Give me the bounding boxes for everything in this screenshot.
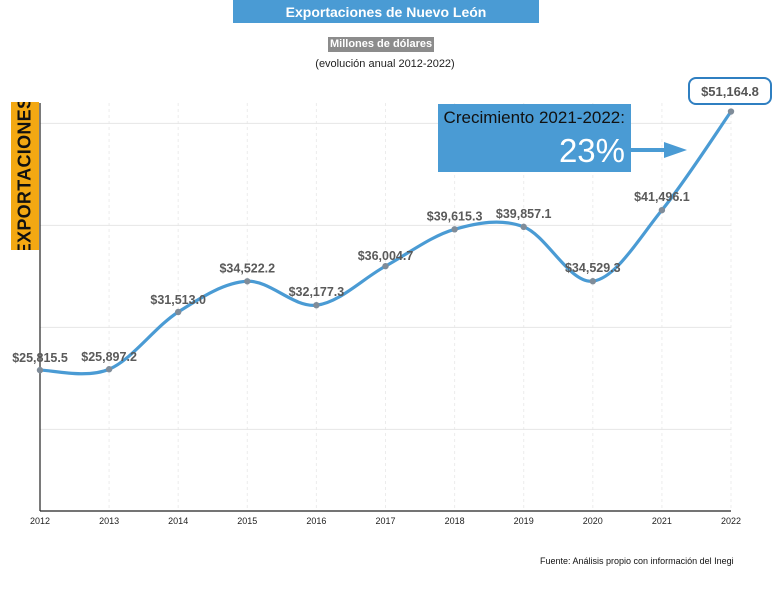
chart-title: Exportaciones de Nuevo León <box>233 0 539 23</box>
data-point-2018 <box>451 226 458 233</box>
growth-value: 23% <box>558 132 625 169</box>
data-point-2021 <box>658 206 666 214</box>
data-point-2012 <box>36 366 44 374</box>
series-line-path <box>38 109 733 376</box>
data-label-2012: $25,815.5 <box>12 351 68 365</box>
data-point-2019 <box>520 223 527 231</box>
x-tick-label-2015: 2015 <box>237 516 257 526</box>
chart-subtitle: Millones de dólares <box>328 37 435 52</box>
y-axis-label-box: EXPORTACIONES <box>11 102 39 250</box>
x-tick-label-2012: 2012 <box>30 516 50 526</box>
x-tick-labels: 2012 2013 2014 2015 2016 2017 2018 2019 2020 2021… <box>30 516 741 526</box>
data-point-2022 <box>727 108 735 115</box>
source-note: Fuente: Análisis propio con información … <box>540 556 734 566</box>
data-label-2013: $25,897.2 <box>81 350 137 364</box>
chart-caption: (evolución anual 2012-2022) <box>315 58 455 70</box>
data-point-2015 <box>244 278 251 285</box>
data-label-2019: $39,857.1 <box>496 207 552 221</box>
x-tick-label-2018: 2018 <box>445 516 465 526</box>
data-point-2017 <box>382 262 389 270</box>
x-tick-label-2020: 2020 <box>583 516 603 526</box>
x-tick-label-2022: 2022 <box>721 516 741 526</box>
data-label-2018: $39,615.3 <box>427 209 483 223</box>
growth-arrow <box>631 142 687 158</box>
grid-lines <box>39 103 732 511</box>
x-tick-label-2014: 2014 <box>168 516 188 526</box>
series-line <box>38 109 733 376</box>
axes <box>39 103 731 512</box>
data-point-2020 <box>589 278 596 285</box>
data-label-2014: $31,513.0 <box>150 293 206 307</box>
growth-label: Crecimiento 2021-2022: <box>443 108 625 127</box>
last-value-callout: $51,164.8 <box>688 77 772 105</box>
data-label-2016: $32,177.3 <box>289 285 345 299</box>
data-point-2014 <box>175 308 182 316</box>
data-label-2015: $34,522.2 <box>219 261 275 275</box>
growth-callout: Crecimiento 2021-2022: 23% <box>438 104 631 172</box>
data-label-2021: $41,496.1 <box>634 190 690 204</box>
data-point-2013 <box>105 366 113 373</box>
data-label-2017: $36,004.7 <box>358 249 414 263</box>
x-tick-label-2017: 2017 <box>375 516 395 526</box>
data-point-2016 <box>313 301 320 309</box>
data-points <box>36 108 735 374</box>
x-tick-label-2021: 2021 <box>652 516 672 526</box>
x-tick-label-2016: 2016 <box>306 516 326 526</box>
x-tick-label-2019: 2019 <box>514 516 534 526</box>
data-label-2020: $34,529.3 <box>565 261 621 275</box>
data-labels: $25,815.5 $25,897.2 $31,513.0 $34,522.2 $32,… <box>12 190 690 365</box>
x-tick-label-2013: 2013 <box>99 516 119 526</box>
